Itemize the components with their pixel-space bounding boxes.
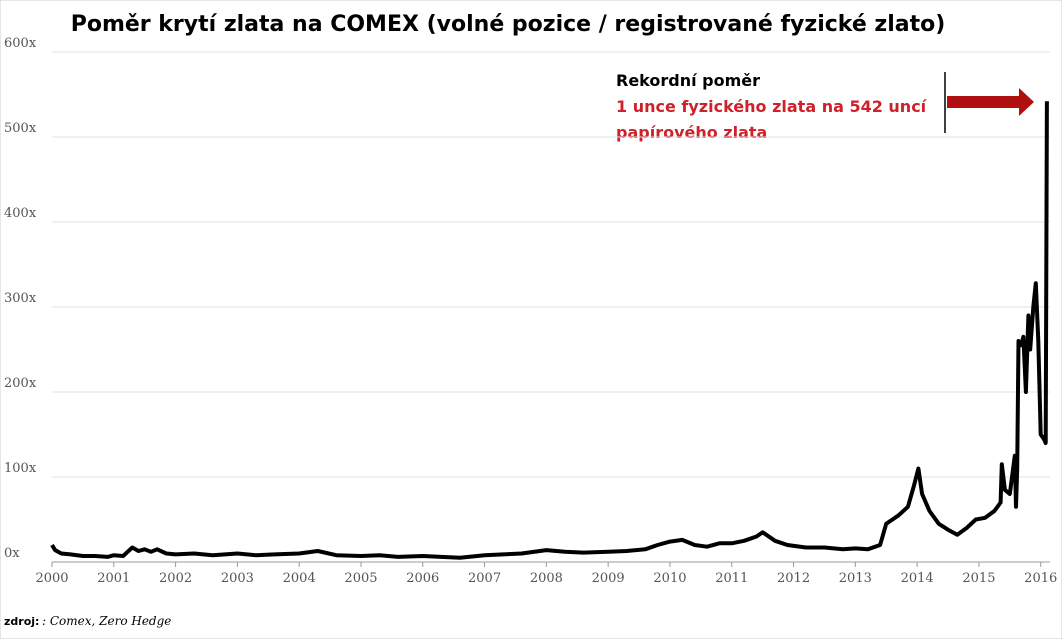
y-tick-label: 200x [4,376,37,391]
y-tick-label: 0x [4,546,20,561]
y-tick-label: 500x [4,121,37,136]
x-tick-label: 2004 [283,571,316,586]
chart-title: Poměr krytí zlata na COMEX (volné pozice… [71,12,946,37]
x-tick-label: 2013 [839,571,872,586]
x-tick-label: 2008 [530,571,563,586]
x-tick-label: 2005 [344,571,377,586]
y-tick-label: 600x [4,36,37,51]
x-tick-label: 2010 [653,571,686,586]
x-tick-label: 2014 [901,571,934,586]
annotation-arrow [947,88,1034,116]
x-tick-label: 2003 [221,571,254,586]
x-tick-label: 2015 [962,571,995,586]
x-tick-label: 2006 [406,571,439,586]
x-tick-label: 2001 [97,571,130,586]
y-tick-label: 400x [4,206,37,221]
x-tick-label: 2016 [1024,571,1057,586]
x-tick-label: 2011 [715,571,748,586]
source-label: zdroj: [4,615,39,628]
annotation: papírového zlata [616,123,767,142]
source: : Comex, Zero Hedge [42,614,171,628]
data-line [50,101,1049,560]
annotation: Rekordní poměr [616,71,760,90]
annotation: 1 unce fyzického zlata na 542 uncí [616,97,928,116]
y-tick-label: 100x [4,461,37,476]
x-tick-label: 2007 [468,571,501,586]
x-tick-label: 2002 [159,571,192,586]
x-tick-label: 2012 [777,571,810,586]
x-tick-label: 2009 [592,571,625,586]
y-tick-label: 300x [4,291,37,306]
x-tick-label: 2000 [35,571,68,586]
